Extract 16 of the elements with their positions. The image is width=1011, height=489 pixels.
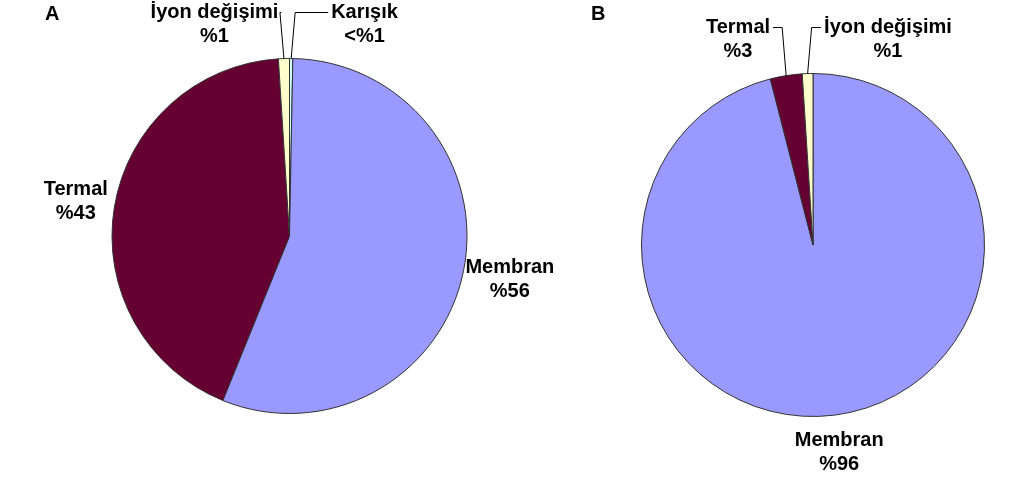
data-label: %3: [723, 39, 753, 62]
data-label: %1: [873, 39, 903, 62]
chart-title: A: [45, 1, 60, 24]
data-label: %96: [819, 452, 860, 475]
slice-label: İyon değişimi: [150, 0, 279, 23]
data-label: %56: [489, 278, 530, 301]
slice-label: Karışık: [331, 0, 399, 23]
chart-title: B: [591, 1, 606, 24]
slice-label: Termal: [43, 176, 108, 199]
slice-label: İyon değişimi: [824, 15, 952, 38]
data-label: %1: [200, 24, 229, 47]
slice-label: Membran: [794, 428, 884, 451]
data-label: <%1: [344, 24, 385, 47]
slice-label: Termal: [705, 15, 771, 38]
data-label: %43: [55, 200, 96, 223]
slice-label: Membran: [465, 254, 555, 277]
